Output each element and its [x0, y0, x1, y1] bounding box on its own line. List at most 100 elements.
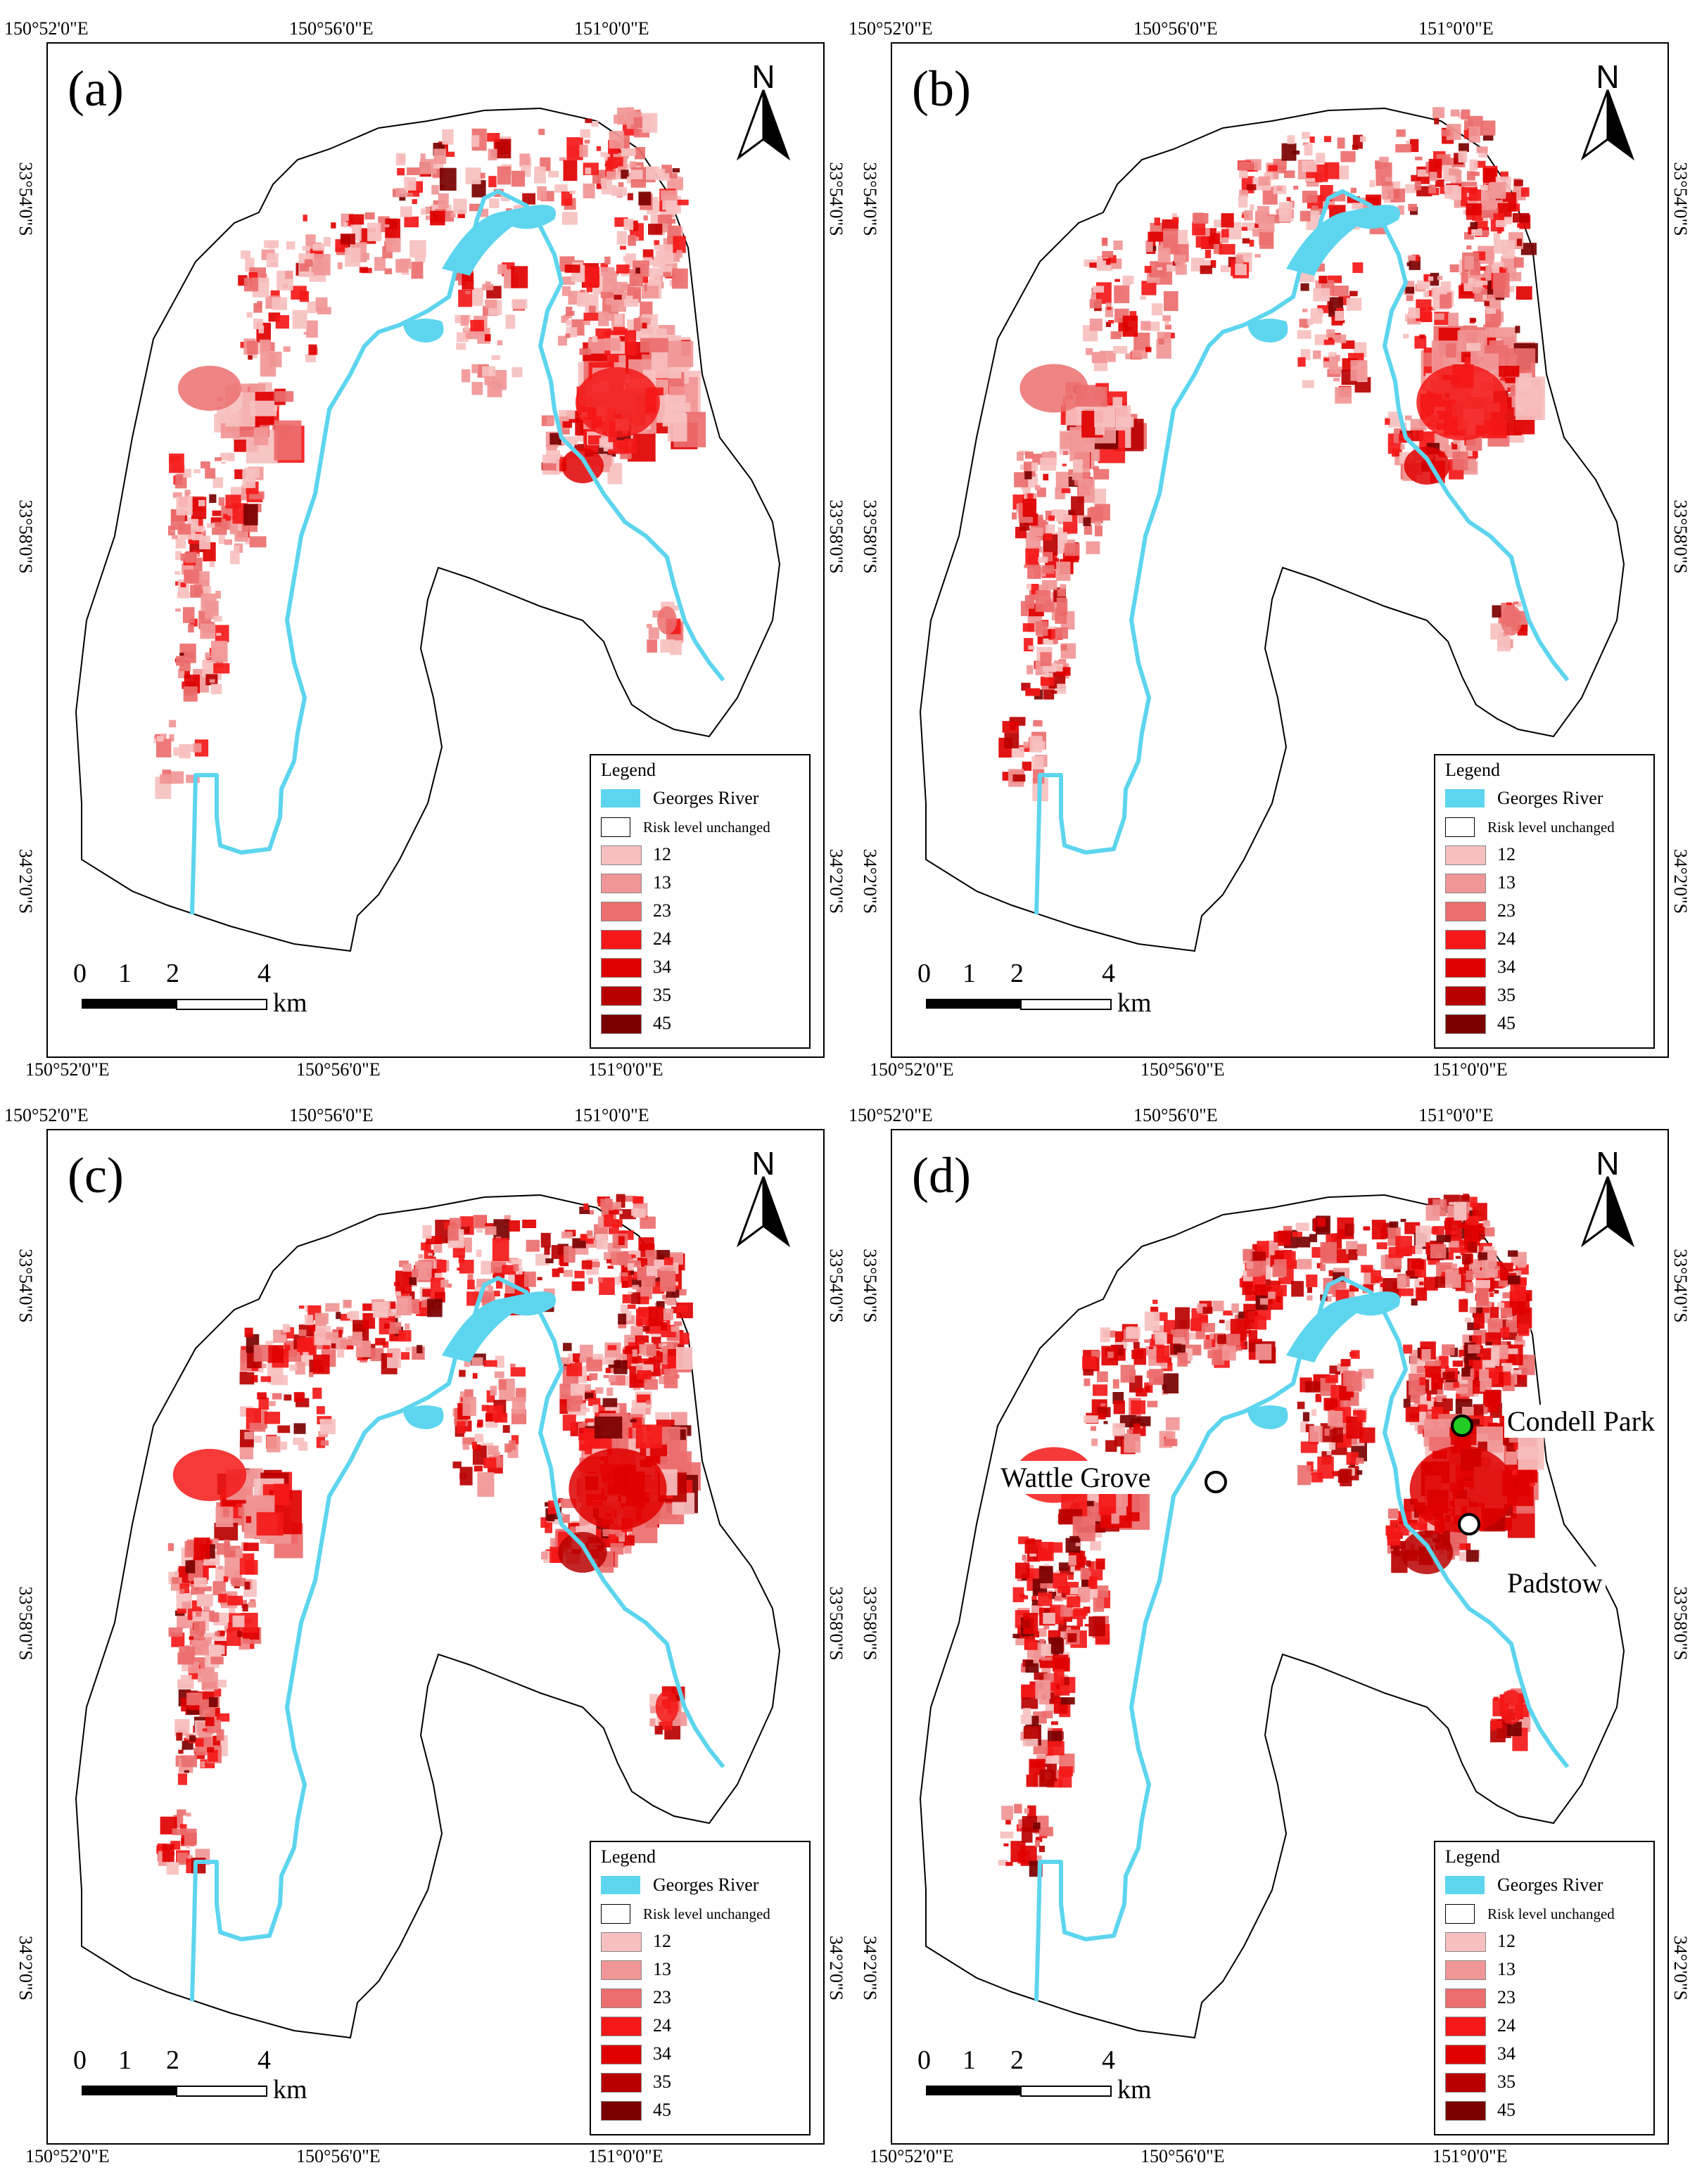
left-coord-label: 33°54'0"S: [860, 1249, 880, 1323]
left-coord-label: 33°54'0"S: [860, 162, 880, 236]
legend-class-swatch: [601, 2101, 642, 2121]
legend-class-swatch: [601, 902, 642, 921]
legend-class-label: 12: [653, 1931, 671, 1951]
top-coord-label: 150°52'0"E: [849, 1105, 933, 1125]
legend-title: Legend: [601, 760, 656, 780]
left-coord-label: 34°2'0"S: [860, 1935, 880, 2001]
right-coord-label: 33°58'0"S: [826, 499, 846, 574]
north-label: N: [751, 58, 775, 95]
legend-river-swatch: [1445, 1876, 1485, 1894]
bottom-coord-label: 150°56'0"E: [1141, 1059, 1225, 1080]
scale-bar-black: [926, 999, 1020, 1009]
north-arrow-icon: [1580, 1176, 1635, 1248]
legend-class-swatch: [1445, 930, 1486, 950]
legend-class-swatch: [1445, 874, 1486, 893]
legend-class-label: 12: [1497, 844, 1516, 864]
legend-class-label: 45: [653, 2100, 671, 2120]
legend-river-label: Georges River: [653, 1875, 759, 1895]
legend-class-swatch: [1445, 1014, 1486, 1034]
legend-class-swatch: [1445, 1988, 1486, 2008]
scale-bar-white: [176, 999, 267, 1010]
scale-bar-black: [82, 2086, 176, 2095]
scale-tick-label: 4: [1102, 959, 1115, 988]
legend-class-label: 45: [1497, 1013, 1516, 1033]
scale-tick-label: 0: [917, 2045, 931, 2075]
legend-class-label: 23: [1497, 1987, 1516, 2007]
risk-change-patches: [156, 1194, 701, 1875]
legend-unchanged-swatch: [1445, 1904, 1475, 1924]
bottom-coord-label: 150°56'0"E: [296, 2146, 381, 2166]
map-frame: (c) N Legend Georges River Risk level unc…: [46, 1129, 825, 2145]
legend-class-swatch: [601, 2073, 642, 2093]
map-panel-a: 150°52'0"E 150°56'0"E 151°0'0"E (a) N Le…: [0, 0, 864, 1097]
legend-class-label: 35: [653, 2071, 671, 2092]
map-frame: (d) N Legend Georges River Risk level unc…: [891, 1129, 1669, 2145]
place-marker: [1205, 1471, 1227, 1493]
legend-river-label: Georges River: [1497, 788, 1603, 808]
legend-class-label: 13: [653, 872, 671, 893]
legend-class-swatch: [1445, 902, 1486, 921]
left-coord-label: 34°2'0"S: [15, 1935, 36, 2001]
right-coord-label: 33°54'0"S: [826, 162, 846, 236]
legend-class-swatch: [601, 845, 642, 865]
north-arrow-icon: [736, 89, 791, 161]
legend-class-swatch: [601, 986, 642, 1006]
legend-river-swatch: [601, 789, 640, 807]
legend-class-label: 24: [1497, 928, 1516, 949]
legend-class-swatch: [601, 2017, 642, 2036]
scale-bar-black: [82, 999, 176, 1009]
scale-unit: km: [273, 988, 307, 1018]
top-coord-label: 150°52'0"E: [4, 1105, 89, 1125]
bottom-coord-label: 150°52'0"E: [25, 1059, 110, 1080]
legend-unchanged-label: Risk level unchanged: [1487, 1905, 1615, 1922]
legend-class-label: 34: [653, 2043, 671, 2064]
legend-class-label: 34: [653, 957, 671, 977]
scale-bar-black: [926, 2086, 1020, 2095]
bottom-coord-label: 150°56'0"E: [296, 1059, 381, 1080]
legend-river-label: Georges River: [653, 788, 759, 808]
legend-class-swatch: [1445, 845, 1486, 865]
right-coord-label: 33°54'0"S: [826, 1249, 846, 1323]
scale-bar: 0 1 2 4 km: [73, 2045, 307, 2115]
legend-class-swatch: [601, 874, 642, 893]
left-coord-label: 34°2'0"S: [860, 848, 880, 914]
map-panel-c: 150°52'0"E 150°56'0"E 151°0'0"E (c) N Le…: [0, 1087, 864, 2184]
georges-river: [1034, 189, 1570, 915]
place-label: Padstow: [1504, 1566, 1606, 1599]
legend-class-label: 35: [1497, 2071, 1516, 2092]
legend-class-swatch: [1445, 986, 1486, 1006]
right-coord-label: 33°58'0"S: [1670, 499, 1690, 574]
legend-class-swatch: [601, 1960, 642, 1980]
scale-unit: km: [1117, 2075, 1152, 2105]
north-label: N: [1596, 1145, 1620, 1182]
legend-title: Legend: [601, 1846, 656, 1867]
legend-class-label: 24: [653, 2015, 671, 2036]
map-legend: Legend Georges River Risk level unchanged…: [1434, 1841, 1655, 2135]
bottom-coord-label: 150°52'0"E: [25, 2146, 110, 2166]
georges-river: [190, 1276, 725, 2002]
legend-class-swatch: [1445, 2073, 1486, 2093]
panel-label: (b): [912, 60, 971, 117]
legend-river-swatch: [1445, 789, 1485, 807]
scale-tick-label: 0: [917, 959, 931, 988]
legend-class-label: 24: [1497, 2015, 1516, 2036]
scale-tick-label: 4: [1102, 2045, 1115, 2075]
legend-class-label: 13: [653, 1959, 671, 1979]
panel-label: (a): [68, 60, 124, 117]
bottom-coord-label: 150°52'0"E: [870, 1059, 954, 1080]
legend-class-label: 35: [1497, 985, 1516, 1005]
map-panel-b: 150°52'0"E 150°56'0"E 151°0'0"E (b) N Le…: [844, 0, 1690, 1097]
legend-river-label: Georges River: [1497, 1875, 1603, 1895]
legend-class-swatch: [601, 930, 642, 950]
north-label: N: [1596, 58, 1620, 95]
right-coord-label: 33°54'0"S: [1670, 162, 1690, 236]
legend-unchanged-label: Risk level unchanged: [643, 819, 770, 836]
map-legend: Legend Georges River Risk level unchanged…: [590, 754, 811, 1049]
scale-unit: km: [273, 2075, 307, 2105]
right-coord-label: 33°58'0"S: [1670, 1586, 1690, 1661]
scale-unit: km: [1117, 988, 1152, 1018]
scale-bar: 0 1 2 4 km: [917, 958, 1152, 1028]
legend-class-label: 35: [653, 985, 671, 1005]
scale-tick-label: 4: [258, 959, 271, 988]
scale-tick-label: 4: [258, 2045, 271, 2075]
